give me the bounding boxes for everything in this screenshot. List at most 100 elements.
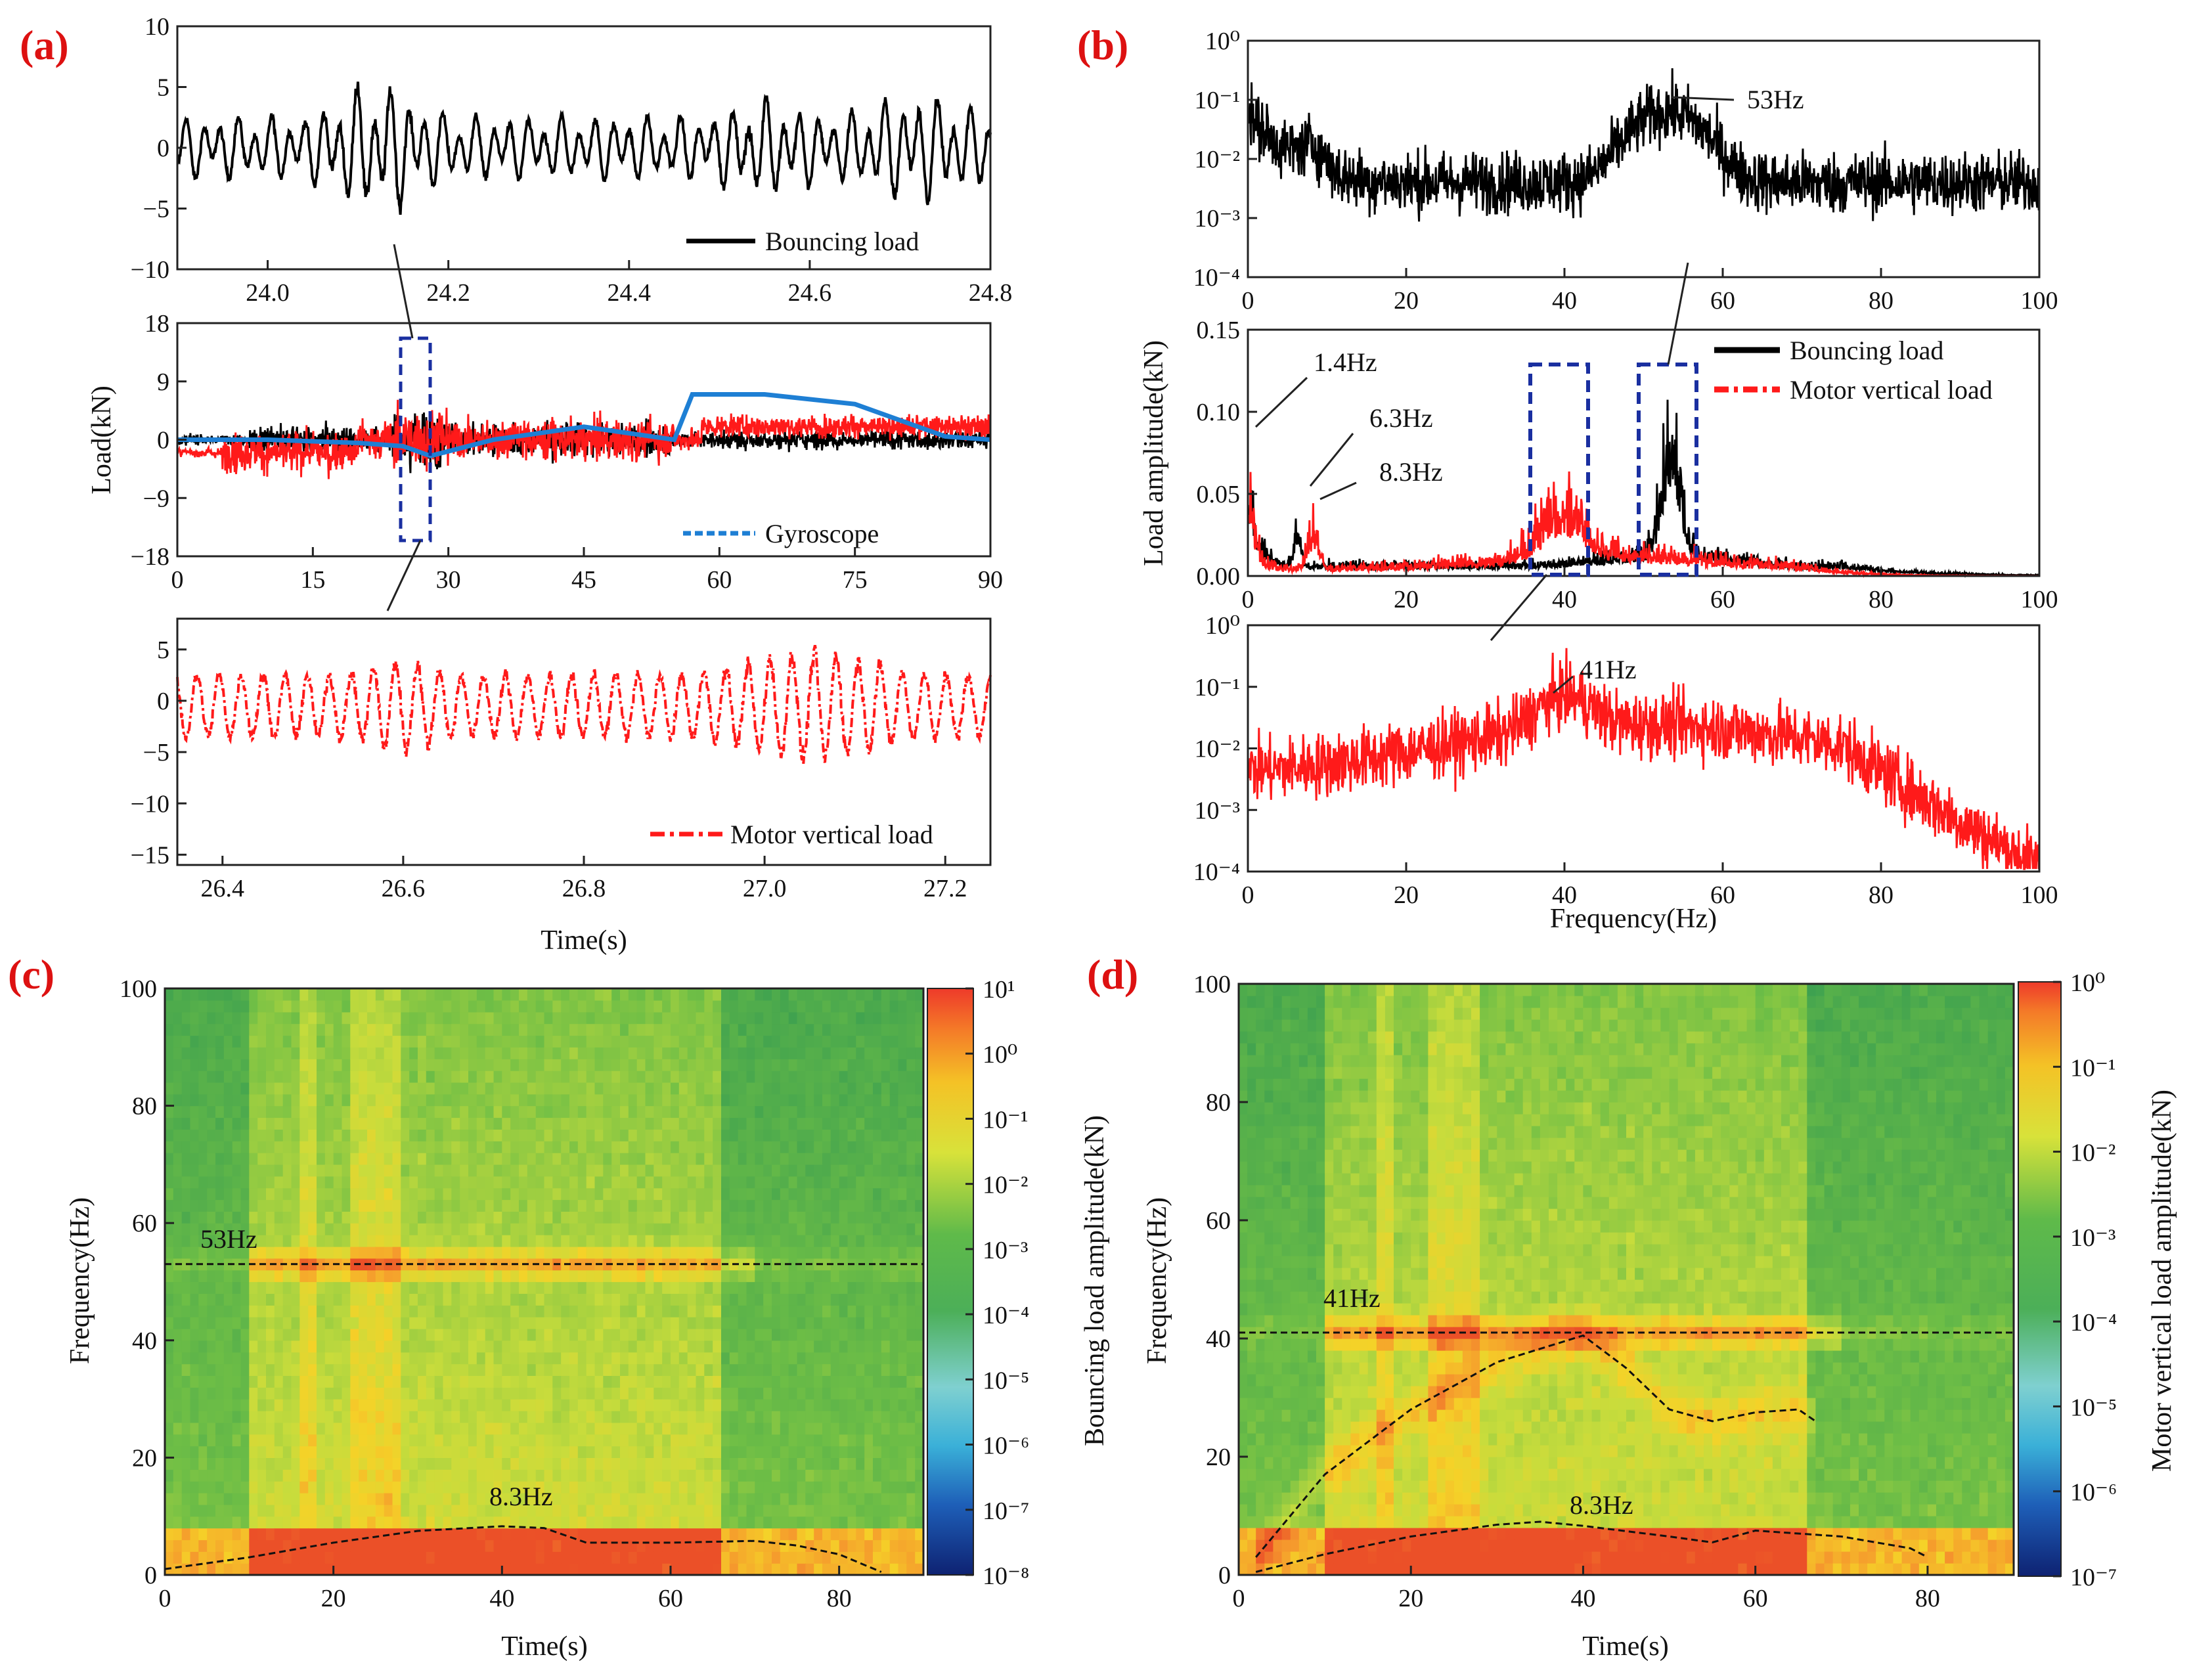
c-heat-cell: [873, 1563, 882, 1575]
c-heat-cell: [830, 1375, 840, 1388]
c-heat-cell: [299, 1094, 309, 1107]
d-heat-cell: [1264, 1256, 1274, 1268]
c-heat-cell: [333, 1035, 343, 1048]
c-heat-cell: [620, 1363, 629, 1376]
c-heat-cell: [527, 1082, 537, 1095]
c-heat-cell: [830, 1457, 840, 1470]
c-heat-cell: [671, 1387, 680, 1400]
c-heat-cell: [645, 1071, 654, 1083]
c-heat-cell: [561, 1469, 570, 1482]
c-heat-cell: [460, 1411, 469, 1423]
c-heat-cell: [577, 1293, 587, 1306]
d-heat-cell: [1264, 1102, 1274, 1115]
c-heat-cell: [713, 1059, 722, 1071]
c-heat-cell: [603, 1000, 612, 1013]
c-heat-cell: [535, 1305, 545, 1317]
c-heat-cell: [485, 1399, 495, 1411]
c-heat-cell: [544, 1411, 553, 1423]
c-heat-cell: [527, 1071, 537, 1083]
c-heat-cell: [409, 1199, 418, 1212]
c-heat-cell: [535, 1481, 545, 1493]
c-heat-cell: [510, 988, 520, 1001]
c-heat-cell: [561, 1528, 570, 1541]
c-heat-cell: [249, 1235, 258, 1247]
c-heat-cell: [375, 1211, 385, 1224]
c-heat-cell: [333, 1129, 343, 1141]
c-heat-cell: [552, 1563, 562, 1575]
c-heat-cell: [493, 988, 502, 1001]
c-heat-cell: [282, 1493, 292, 1505]
c-heat-cell: [190, 1235, 199, 1247]
c-heat-cell: [721, 1340, 730, 1353]
c-heat-cell: [873, 1176, 882, 1189]
c-heat-cell: [569, 1011, 579, 1025]
c-heat-cell: [839, 1141, 849, 1153]
c-heat-cell: [299, 1270, 309, 1283]
c-heat-cell: [527, 1105, 537, 1118]
c-heat-cell: [510, 1023, 520, 1036]
c-heat-cell: [173, 1223, 183, 1235]
c-heat-cell: [552, 1035, 562, 1048]
c-heat-cell: [409, 1399, 418, 1411]
c-heat-cell: [257, 1164, 267, 1177]
c-heat-cell: [527, 1305, 537, 1317]
c-heat-cell: [367, 1504, 376, 1517]
c-heat-cell: [729, 1035, 739, 1048]
c-heat-cell: [788, 1305, 798, 1317]
c-heat-cell: [535, 1235, 545, 1247]
c-heat-cell: [367, 1352, 376, 1365]
c-heat-cell: [628, 1164, 638, 1177]
c-heat-cell: [561, 1105, 570, 1118]
c-heat-cell: [392, 1363, 401, 1376]
c-heat-cell: [881, 1375, 891, 1388]
c-heat-cell: [788, 1352, 798, 1365]
c-heat-cell: [864, 1528, 874, 1541]
c-heat-cell: [274, 1035, 284, 1048]
c-heat-cell: [704, 1223, 713, 1235]
c-heat-cell: [401, 1281, 410, 1294]
c-cbar-tick-label: 10⁻⁶: [983, 1432, 1029, 1460]
c-heat-cell: [746, 1293, 755, 1306]
c-heat-cell: [502, 1457, 511, 1470]
c-heat-cell: [797, 1340, 806, 1353]
c-heat-cell: [856, 1551, 865, 1564]
c-heat-cell: [451, 1223, 460, 1235]
c-heat-cell: [485, 1141, 495, 1153]
c-heat-cell: [401, 1211, 410, 1224]
c-heat-cell: [443, 1363, 452, 1376]
c-heat-cell: [493, 1082, 502, 1095]
c-heat-cell: [485, 1375, 495, 1388]
c-heat-cell: [274, 1117, 284, 1130]
c-heat-cell: [384, 1071, 393, 1083]
b_bottom-ytick-label: 10⁻²: [1195, 736, 1240, 763]
c-heat-cell: [915, 1504, 923, 1517]
c-heat-cell: [165, 1493, 174, 1505]
c-heat-cell: [620, 1352, 629, 1365]
c-heat-cell: [359, 1375, 368, 1388]
c-heat-cell: [173, 1422, 183, 1435]
c-heat-cell: [906, 1000, 916, 1013]
c-heat-cell: [434, 1516, 444, 1529]
c-heat-cell: [249, 1270, 258, 1283]
panel-label-a: (a): [20, 22, 69, 68]
c-heat-cell: [274, 1340, 284, 1353]
c-heat-cell: [822, 1317, 831, 1329]
c-heat-cell: [274, 1399, 284, 1411]
c-cbar-tick-label: 10¹: [983, 976, 1015, 1004]
c-heat-cell: [577, 1211, 587, 1224]
c-heat-cell: [165, 1317, 174, 1329]
c-heat-cell: [729, 1011, 739, 1025]
c-heat-cell: [485, 1411, 495, 1423]
c-heat-cell: [746, 1105, 755, 1118]
c-heat-cell: [232, 1199, 242, 1212]
c-heat-cell: [611, 1305, 621, 1317]
c-heat-cell: [611, 1411, 621, 1423]
c-heat-cell: [653, 1235, 663, 1247]
c-heat-cell: [713, 1446, 722, 1458]
c-heat-cell: [350, 1317, 359, 1329]
c-heat-cell: [586, 1317, 596, 1329]
c-heat-cell: [418, 1199, 427, 1212]
c-heat-cell: [729, 1375, 739, 1388]
c-heat-cell: [552, 1153, 562, 1165]
